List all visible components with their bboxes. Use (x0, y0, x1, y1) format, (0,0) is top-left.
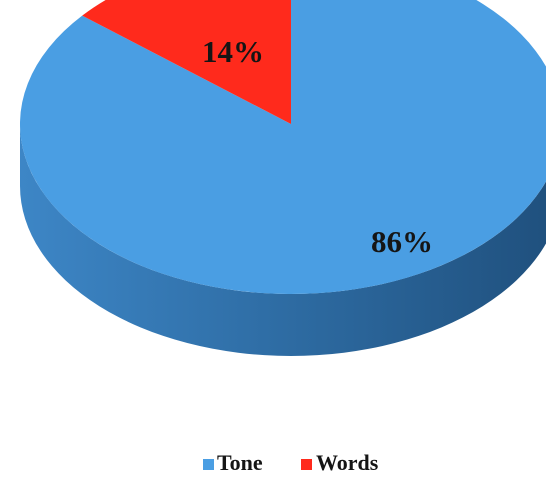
legend-item-tone: Tone (203, 450, 263, 475)
slice-label-tone: 86% (371, 224, 433, 259)
pie-slices (20, 0, 546, 294)
pie-side-wall (20, 124, 546, 356)
legend-swatch-tone (203, 459, 214, 470)
pie-slice-tone (20, 0, 546, 294)
legend-label-tone: Tone (217, 450, 263, 475)
legend-swatch-words (301, 459, 312, 470)
slice-label-words: 14% (202, 34, 264, 69)
slice-labels: 14% 86% (202, 34, 433, 259)
pie-side (20, 124, 546, 356)
legend-item-words: Words (301, 450, 379, 475)
legend-label-words: Words (316, 450, 379, 475)
legend: Tone Words (203, 450, 379, 475)
pie-slice-words (82, 0, 291, 124)
